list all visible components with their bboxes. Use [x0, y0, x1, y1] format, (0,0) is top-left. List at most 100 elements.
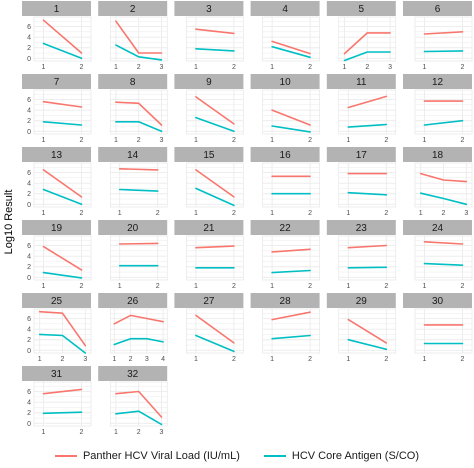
facet-panel-6: 6 1 2: [403, 1, 473, 71]
x-tick-label: 2: [232, 283, 236, 290]
series-line-core-antigen-25: [38, 333, 87, 354]
strip-label-2: 2: [130, 4, 136, 15]
y-tick-label: 6: [27, 243, 31, 250]
x-tick-label: 1: [194, 64, 198, 71]
y-tick-label: 2: [27, 118, 31, 125]
plot-area-30: [414, 308, 473, 354]
strip-16: [250, 147, 320, 162]
strip-7: [22, 74, 91, 89]
series-line-core-antigen-31: [42, 411, 83, 415]
plot-area-26: [109, 308, 168, 354]
x-tick-label: 2: [365, 64, 369, 71]
strip-28: [250, 293, 320, 308]
series-line-core-antigen-4: [271, 45, 311, 59]
facet-panel-27: 27 1 2: [174, 293, 244, 363]
plot-area-31: [33, 381, 92, 427]
strip-19: [22, 220, 91, 235]
y-tick-label: 4: [27, 35, 31, 42]
series-line-core-antigen-12: [423, 119, 464, 126]
plot-area-11: [338, 89, 397, 135]
facet-panel-23: 23 1 2: [326, 220, 397, 290]
series-line-viral-load-10: [271, 109, 311, 126]
strip-label-11: 11: [356, 77, 367, 88]
plot-area-6: [414, 16, 473, 62]
facet-panel-16: 161 2: [250, 147, 320, 217]
plot-area-4: [262, 16, 320, 62]
x-tick-label: 1: [118, 283, 122, 290]
facet-panel-28: 28 1 2: [250, 293, 320, 363]
plot-area-22: [262, 235, 320, 281]
x-tick-label: 2: [232, 137, 236, 144]
series-line-core-antigen-10: [271, 125, 311, 133]
strip-3: [174, 1, 244, 16]
series-line-core-antigen-3: [195, 47, 235, 52]
y-tick-label: 2: [27, 264, 31, 271]
plot-area-3: [186, 16, 244, 62]
strip-23: [326, 220, 396, 235]
series-line-viral-load-19: [42, 245, 83, 271]
y-tick-label: 4: [27, 108, 31, 115]
strip-label-9: 9: [206, 77, 212, 88]
series-line-viral-load-31: [42, 388, 83, 395]
y-tick-label: 2: [27, 191, 31, 198]
x-tick-label: 3: [160, 137, 164, 144]
x-tick-label: 2: [461, 137, 465, 144]
plot-area-20: [109, 235, 168, 281]
strip-31: [22, 366, 91, 381]
x-tick-label: 2: [232, 210, 236, 217]
strip-24: [403, 220, 472, 235]
x-tick-label: 1: [346, 283, 350, 290]
series-line-viral-load-14: [118, 168, 159, 171]
facet-panel-32: 32 1 2 3: [98, 366, 168, 436]
plot-area-9: [186, 89, 244, 135]
strip-18: [403, 147, 472, 162]
series-line-core-antigen-18: [419, 192, 468, 206]
strip-14: [98, 147, 168, 162]
x-tick-label: 2: [442, 210, 446, 217]
series-line-viral-load-4: [271, 40, 311, 55]
y-tick-label: 0: [27, 56, 31, 63]
y-tick-label: 4: [27, 400, 31, 407]
strip-label-24: 24: [432, 223, 444, 234]
facet-panel-12: 121 2: [403, 74, 473, 144]
plot-area-10: [262, 89, 320, 135]
series-line-core-antigen-27: [195, 334, 235, 353]
plot-area-15: [186, 162, 244, 208]
y-tick-label: 4: [27, 254, 31, 261]
strip-label-20: 20: [127, 223, 139, 234]
series-line-core-antigen-2: [115, 44, 163, 61]
strip-label-31: 31: [51, 369, 63, 380]
strip-5: [326, 1, 396, 16]
series-line-viral-load-6: [423, 30, 464, 35]
plot-area-1: [33, 16, 92, 62]
strip-label-27: 27: [203, 296, 215, 307]
series-line-core-antigen-32: [115, 410, 163, 426]
series-line-viral-load-29: [347, 318, 388, 344]
strip-label-17: 17: [356, 150, 368, 161]
x-tick-label: 2: [308, 137, 312, 144]
x-tick-label: 1: [346, 210, 350, 217]
x-tick-label: 2: [156, 210, 160, 217]
series-line-viral-load-22: [271, 248, 311, 253]
series-line-viral-load-24: [423, 241, 464, 245]
x-tick-label: 1: [112, 356, 116, 363]
y-axis-label: Log10 Result: [3, 190, 15, 255]
x-tick-label: 1: [423, 283, 427, 290]
series-line-core-antigen-23: [347, 266, 388, 269]
strip-22: [250, 220, 320, 235]
strip-15: [174, 147, 244, 162]
facet-panel-8: 8 1 2 3: [98, 74, 168, 144]
strip-label-14: 14: [127, 150, 139, 161]
y-tick-label: 2: [27, 45, 31, 52]
facet-panel-17: 171 2: [326, 147, 397, 217]
y-tick-label: 4: [27, 181, 31, 188]
x-tick-label: 2: [137, 64, 141, 71]
strip-label-1: 1: [54, 4, 60, 15]
y-tick-label: 0: [27, 421, 31, 428]
legend-key-viral-load: [54, 455, 77, 457]
series-line-core-antigen-24: [423, 262, 464, 267]
facet-panel-9: 9 1 2: [174, 74, 244, 144]
strip-label-18: 18: [432, 150, 444, 161]
series-line-core-antigen-14: [118, 188, 159, 192]
x-tick-label: 2: [384, 137, 388, 144]
